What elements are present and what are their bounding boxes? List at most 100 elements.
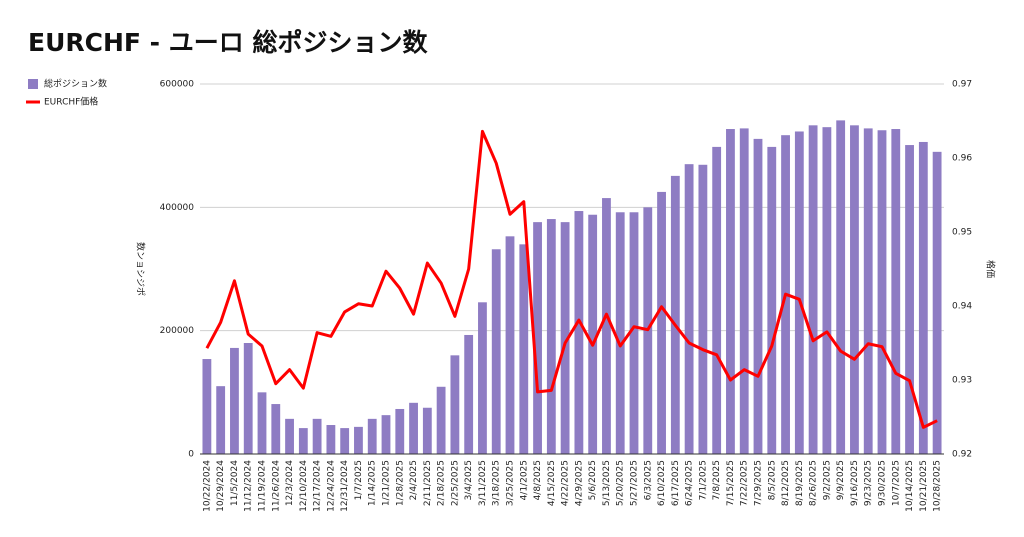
x-tick-label: 2/11/2025 [423, 460, 433, 506]
x-tick-label: 12/3/2024 [285, 460, 295, 506]
bar [863, 128, 873, 454]
bar [891, 129, 901, 454]
bar [602, 198, 611, 454]
bar [629, 212, 639, 454]
x-tick-label: 12/10/2024 [299, 460, 309, 512]
bar [257, 392, 267, 454]
x-tick-label: 10/29/2024 [216, 460, 226, 512]
x-tick-label: 10/14/2025 [905, 460, 915, 512]
y2-axis-label: 格価 [985, 260, 997, 278]
bar [918, 141, 928, 454]
x-tick-label: 12/24/2024 [326, 460, 336, 512]
x-tick-label: 9/23/2025 [864, 460, 874, 506]
x-tick-label: 1/14/2025 [368, 460, 378, 506]
x-tick-label: 3/25/2025 [506, 460, 516, 506]
bar [822, 127, 832, 455]
bar [216, 386, 226, 454]
bar [698, 164, 708, 455]
x-tick-label: 4/29/2025 [574, 460, 584, 506]
x-tick-label: 7/15/2025 [726, 460, 736, 506]
bar [712, 146, 722, 454]
x-tick-label: 1/7/2025 [354, 460, 364, 500]
x-tick-label: 1/28/2025 [395, 460, 405, 506]
x-tick-label: 6/10/2025 [657, 460, 667, 506]
x-tick-label: 5/13/2025 [602, 460, 612, 506]
bar [808, 125, 818, 455]
bar [836, 120, 846, 454]
x-tick-label: 8/19/2025 [795, 460, 805, 506]
bar [850, 125, 859, 455]
x-tick-label: 11/26/2024 [271, 460, 281, 512]
x-tick-label: 2/25/2025 [450, 460, 460, 506]
y2-tick-label: 0.93 [952, 376, 972, 386]
bar [767, 146, 777, 454]
bar [409, 402, 418, 454]
bar [271, 404, 281, 454]
x-tick-label: 5/6/2025 [588, 460, 598, 500]
x-tick-label: 6/3/2025 [643, 460, 653, 500]
bar [670, 175, 680, 454]
x-tick-label: 10/21/2025 [919, 460, 929, 512]
x-tick-label: 12/31/2024 [340, 460, 350, 512]
x-tick-label: 1/21/2025 [382, 460, 392, 506]
x-tick-label: 8/12/2025 [781, 460, 791, 506]
x-tick-label: 10/22/2024 [202, 460, 212, 512]
bar [367, 418, 377, 454]
x-tick-label: 4/15/2025 [547, 460, 557, 506]
legend-label: 総ポジション数 [44, 78, 107, 90]
bar [478, 302, 487, 454]
bar [726, 129, 735, 454]
y-tick-label: 200000 [160, 326, 195, 336]
x-tick-label: 4/22/2025 [561, 460, 571, 506]
x-tick-label: 4/1/2025 [519, 460, 529, 500]
x-tick-label: 11/19/2024 [258, 460, 268, 512]
bar [794, 131, 804, 454]
bar [546, 219, 556, 454]
bar [354, 426, 363, 454]
x-tick-label: 5/27/2025 [630, 460, 640, 506]
bar [464, 334, 474, 454]
bar [422, 407, 432, 454]
bar [519, 244, 529, 454]
x-tick-label: 7/22/2025 [740, 460, 750, 506]
bar [326, 425, 336, 454]
chart-title: EURCHF - ユーロ 総ポジション数 [28, 28, 428, 57]
y2-tick-label: 0.95 [952, 228, 972, 238]
x-tick-label: 10/28/2025 [933, 460, 943, 512]
x-tick-label: 11/12/2024 [244, 460, 254, 512]
x-tick-label: 7/29/2025 [754, 460, 764, 506]
bar [298, 428, 308, 454]
x-tick-label: 11/5/2024 [230, 460, 240, 506]
x-tick-label: 7/8/2025 [712, 460, 722, 500]
bar [202, 359, 212, 454]
bar [657, 191, 666, 454]
bar [450, 355, 460, 454]
bar [312, 418, 322, 454]
bar [491, 249, 501, 454]
x-tick-label: 3/11/2025 [478, 460, 488, 506]
y2-tick-label: 0.94 [952, 302, 972, 312]
x-tick-label: 2/18/2025 [437, 460, 447, 506]
x-tick-label: 9/30/2025 [878, 460, 888, 506]
x-tick-label: 6/24/2025 [685, 460, 695, 506]
bar [932, 151, 942, 455]
x-tick-label: 9/2/2025 [822, 460, 832, 500]
x-tick-label: 7/1/2025 [698, 460, 708, 500]
bar [505, 236, 515, 454]
x-tick-label: 9/16/2025 [850, 460, 860, 506]
x-tick-label: 2/4/2025 [409, 460, 419, 500]
bar [574, 211, 584, 454]
bar [905, 145, 914, 455]
y-tick-label: 400000 [160, 203, 195, 213]
bar [560, 222, 570, 454]
bar [230, 347, 239, 454]
bar [533, 222, 542, 454]
bar [340, 428, 350, 454]
bar [615, 212, 625, 454]
bar [684, 164, 694, 454]
y-axis-label: 数ンョシジポ [135, 242, 147, 296]
bar [381, 415, 391, 454]
y-tick-label: 600000 [160, 80, 195, 90]
bar [436, 386, 446, 454]
